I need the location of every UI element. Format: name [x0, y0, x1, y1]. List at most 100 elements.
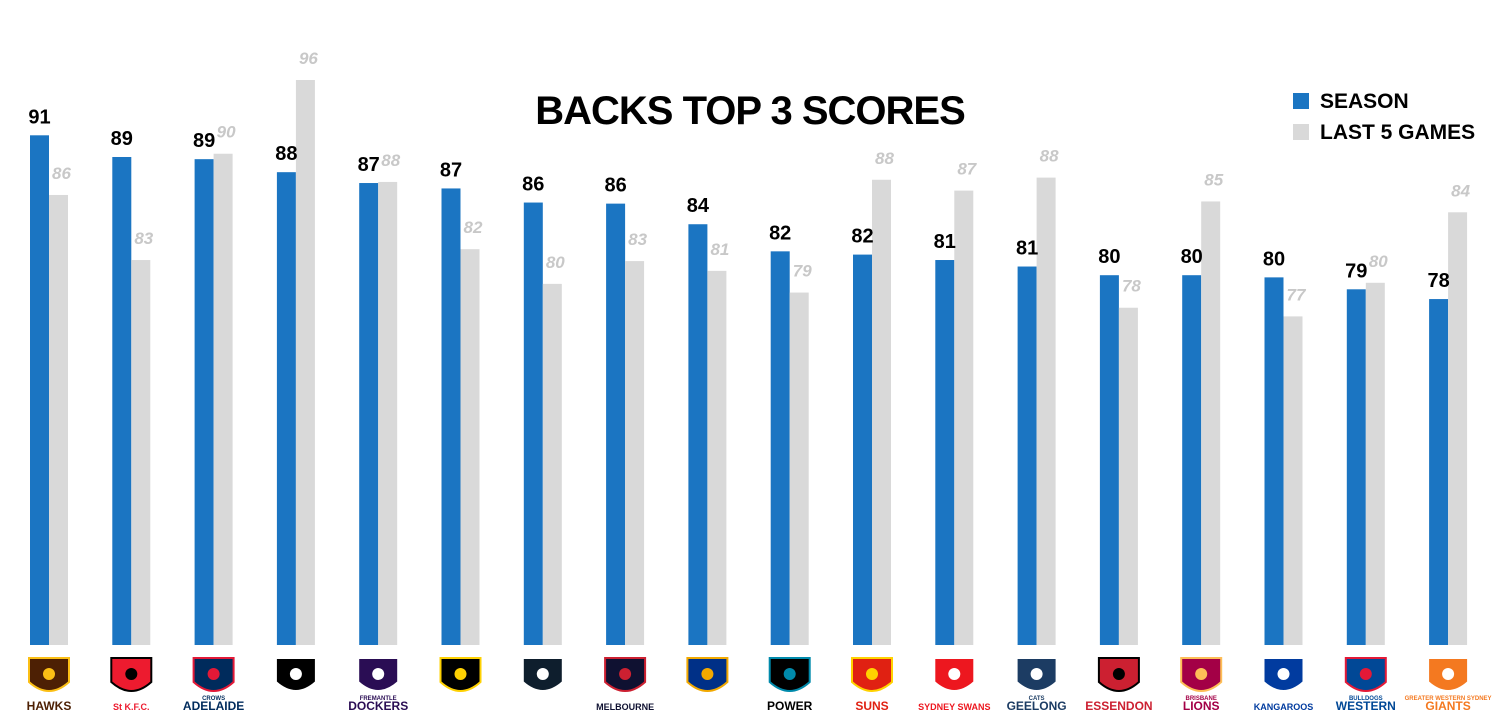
chart-title: BACKS TOP 3 SCORES [535, 89, 965, 133]
essendon-sash-icon-mark [1112, 668, 1125, 680]
bar-last-5-games-suns [872, 179, 891, 646]
label-last-5-games-st-k-f-c: 83 [134, 229, 153, 248]
carlton-monogram-icon-mark [536, 668, 549, 680]
legend-swatch-season [1293, 93, 1309, 109]
bar-last-5-games-west-coast-eagles [707, 270, 727, 645]
label-season-western-bulldogs: 79 [1345, 260, 1367, 282]
bar-season-sydney-swans [935, 260, 955, 645]
label-season-geelong-cats: 81 [1016, 238, 1038, 260]
label-last-5-games-geelong-cats: 88 [1040, 147, 1059, 166]
saints-shield-icon-mark [125, 668, 138, 680]
bar-last-5-games-st-k-f-c [131, 260, 151, 645]
label-last-5-games-melbourne: 83 [628, 230, 647, 249]
label-last-5-games-western-bulldogs: 80 [1369, 252, 1388, 271]
bar-season-western-bulldogs [1346, 289, 1366, 645]
crow-icon-mark [207, 668, 220, 680]
label-last-5-games-power: 79 [793, 262, 812, 281]
tiger-icon-mark [454, 668, 467, 680]
gws-icon-mark [1442, 668, 1455, 680]
kangaroo-icon-mark [1277, 668, 1290, 680]
bars [30, 80, 1468, 646]
bar-season-adelaide-crows [194, 159, 214, 645]
logo-text-st-k-f-c: St K.F.C. [113, 702, 150, 712]
bar-last-5-games-western-bulldogs [1365, 282, 1385, 645]
label-season-melbourne: 86 [604, 175, 626, 197]
label-last-5-games-suns: 88 [875, 149, 894, 168]
bar-season-geelong-cats [1017, 266, 1037, 645]
logo-text-kangaroos: KANGAROOS [1254, 702, 1314, 712]
label-season-power: 82 [769, 222, 791, 244]
bar-last-5-games-hawks [49, 194, 68, 645]
label-season-giants: 78 [1427, 270, 1449, 292]
eagle-icon-mark [701, 668, 714, 680]
label-season-carlton: 86 [522, 174, 544, 196]
bar-season-carlton [523, 202, 543, 645]
suns-icon: SUNS [851, 657, 893, 713]
logo-text-sydney-swans: SYDNEY SWANS [918, 702, 990, 712]
bar-last-5-games-richmond [460, 249, 480, 645]
bar-last-5-games-sydney-swans [954, 190, 974, 645]
cat-icon-mark [1030, 668, 1043, 680]
label-season-richmond: 87 [440, 159, 462, 181]
bar-season-suns [853, 254, 872, 645]
bulldog-icon-mark [1359, 668, 1372, 680]
label-season-kangaroos: 80 [1263, 248, 1285, 270]
label-last-5-games-essendon: 78 [1122, 277, 1141, 296]
label-last-5-games-giants: 84 [1451, 181, 1470, 200]
bar-season-st-k-f-c [112, 156, 132, 645]
logo-text-geelong-cats: GEELONG [1007, 699, 1067, 713]
label-last-5-games-richmond: 82 [464, 218, 483, 237]
logo-text-power: POWER [767, 699, 813, 713]
logo-subtext-geelong-cats: CATS [1029, 696, 1045, 702]
suns-icon-mark [866, 668, 878, 680]
bar-last-5-games-adelaide-crows [213, 153, 233, 645]
label-season-hawks: 91 [28, 106, 50, 128]
bar-season-essendon [1099, 275, 1119, 645]
logo-text-fremantle-dockers: DOCKERS [348, 699, 408, 713]
logo-subtext-adelaide-crows: CROWS [202, 696, 225, 702]
magpie-icon-mark [289, 668, 302, 680]
logo-text-suns: SUNS [855, 699, 888, 713]
hawk-icon-mark [43, 668, 55, 680]
saints-shield-icon: St K.F.C. [110, 657, 153, 712]
label-last-5-games-sydney-swans: 87 [957, 160, 977, 179]
logo-subtext-western-bulldogs: BULLDOGS [1349, 696, 1383, 702]
tiger-icon [439, 657, 482, 692]
label-season-collingwood: 88 [275, 143, 297, 165]
bar-last-5-games-essendon [1118, 307, 1138, 645]
power-fist-icon: POWER [767, 657, 813, 713]
legend-label-season: SEASON [1320, 90, 1409, 113]
bar-season-power [770, 251, 790, 645]
bar-season-giants [1429, 299, 1449, 645]
bar-last-5-games-kangaroos [1283, 316, 1303, 645]
bar-season-richmond [441, 188, 461, 645]
label-season-fremantle-dockers: 87 [358, 154, 380, 176]
label-last-5-games-kangaroos: 77 [1287, 285, 1307, 304]
logo-subtext-brisbane-lions: BRISBANE [1186, 696, 1217, 702]
eagle-icon [686, 657, 729, 692]
logo-text-essendon: ESSENDON [1085, 699, 1152, 713]
power-fist-icon-mark [783, 668, 796, 680]
bar-last-5-games-fremantle-dockers [378, 181, 398, 645]
label-last-5-games-fremantle-dockers: 88 [381, 151, 400, 170]
swan-icon-mark [948, 668, 961, 680]
logo-text-hawks: HAWKS [27, 699, 72, 713]
label-season-essendon: 80 [1098, 246, 1120, 268]
label-season-suns: 82 [851, 226, 873, 248]
bar-season-collingwood [276, 172, 296, 645]
bar-last-5-games-melbourne [625, 261, 645, 645]
anchor-icon-mark [372, 668, 385, 680]
lion-icon-mark [1195, 668, 1208, 680]
bar-last-5-games-giants [1448, 212, 1468, 645]
bar-season-melbourne [606, 203, 626, 646]
kangaroo-icon: KANGAROOS [1254, 657, 1314, 712]
bar-season-west-coast-eagles [688, 224, 708, 645]
label-last-5-games-carlton: 80 [546, 253, 565, 272]
legend-label-last-5-games: LAST 5 GAMES [1320, 121, 1475, 144]
